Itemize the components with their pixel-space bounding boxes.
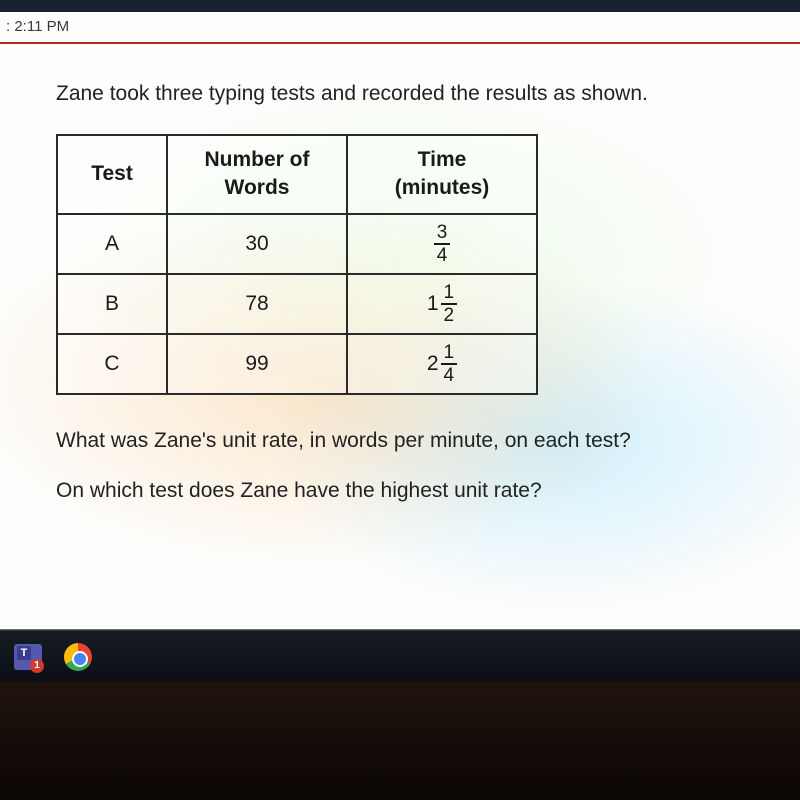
fraction: 1 2 xyxy=(441,283,458,325)
teams-badge: 1 xyxy=(30,659,44,673)
table-row: B 78 1 1 2 xyxy=(57,274,537,334)
col-header-words: Number ofWords xyxy=(167,135,347,214)
mixed-whole: 2 xyxy=(427,352,439,375)
cell-time: 2 1 4 xyxy=(347,334,537,394)
question-2: On which test does Zane have the highest… xyxy=(56,479,760,503)
fraction: 1 4 xyxy=(441,343,458,385)
problem-prompt: Zane took three typing tests and recorde… xyxy=(56,82,760,106)
cell-words: 99 xyxy=(167,334,347,394)
chrome-icon[interactable] xyxy=(60,639,96,675)
cell-test: C xyxy=(57,334,167,394)
col-header-test: Test xyxy=(57,135,167,214)
cell-time: 3 4 xyxy=(347,214,537,274)
cell-test: A xyxy=(57,214,167,274)
table-row: C 99 2 1 4 xyxy=(57,334,537,394)
fraction: 3 4 xyxy=(434,223,451,265)
table-header-row: Test Number ofWords Time(minutes) xyxy=(57,135,537,214)
cell-time: 1 1 2 xyxy=(347,274,537,334)
teams-icon[interactable]: 1 xyxy=(10,639,46,675)
problem-content: Zane took three typing tests and recorde… xyxy=(56,82,760,503)
cell-words: 30 xyxy=(167,214,347,274)
window-topbar: : 2:11 PM xyxy=(0,12,800,44)
worksheet-screen: : 2:11 PM Zane took three typing tests a… xyxy=(0,12,800,630)
taskbar[interactable]: 1 xyxy=(0,630,800,682)
cell-test: B xyxy=(57,274,167,334)
question-1: What was Zane's unit rate, in words per … xyxy=(56,429,760,453)
mixed-whole: 1 xyxy=(427,292,439,315)
desk-surface xyxy=(0,682,800,800)
col-header-time: Time(minutes) xyxy=(347,135,537,214)
timestamp: : 2:11 PM xyxy=(6,18,69,35)
cell-words: 78 xyxy=(167,274,347,334)
table-row: A 30 3 4 xyxy=(57,214,537,274)
results-table: Test Number ofWords Time(minutes) A 30 3… xyxy=(56,134,538,395)
